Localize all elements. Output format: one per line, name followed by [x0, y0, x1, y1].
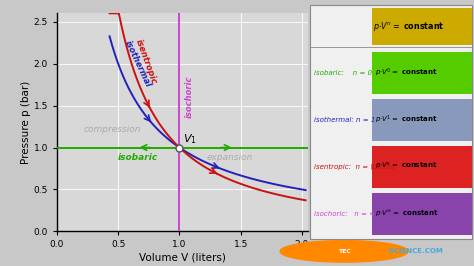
Circle shape [280, 240, 408, 262]
Text: $p{\cdot}V^\kappa{=}$ constant: $p{\cdot}V^\kappa{=}$ constant [375, 161, 438, 172]
Text: compression: compression [84, 126, 141, 134]
Text: isentropic: isentropic [134, 38, 159, 85]
X-axis label: Volume V (liters): Volume V (liters) [139, 252, 226, 262]
Text: $V_1$: $V_1$ [183, 132, 197, 146]
Text: isobaric:    n = 0: isobaric: n = 0 [314, 70, 372, 76]
Text: $p{\cdot}V^\infty{=}$ constant: $p{\cdot}V^\infty{=}$ constant [375, 208, 438, 219]
Text: $p{\cdot}V^0{=}$ constant: $p{\cdot}V^0{=}$ constant [375, 67, 438, 79]
Text: isothermal: n = 1: isothermal: n = 1 [314, 117, 375, 123]
Text: isobaric: isobaric [118, 153, 158, 162]
FancyBboxPatch shape [372, 146, 472, 188]
Text: $p{\cdot}V^1{=}$ constant: $p{\cdot}V^1{=}$ constant [375, 114, 438, 126]
Text: isothermal: isothermal [122, 39, 152, 89]
Text: TEC: TEC [337, 249, 351, 254]
FancyBboxPatch shape [310, 5, 472, 239]
Text: isochoric: isochoric [184, 76, 193, 118]
Y-axis label: Pressure p (bar): Pressure p (bar) [21, 81, 31, 164]
FancyBboxPatch shape [372, 8, 472, 45]
Text: isochoric:   n = ∞: isochoric: n = ∞ [314, 211, 375, 217]
Text: isentropic:  n = \u03ba: isentropic: n = \u03ba [314, 164, 395, 170]
Text: -SCIENCE.COM: -SCIENCE.COM [387, 248, 444, 254]
FancyBboxPatch shape [372, 99, 472, 141]
FancyBboxPatch shape [372, 52, 472, 94]
Text: $p{\cdot}V^n{=}$ constant: $p{\cdot}V^n{=}$ constant [374, 20, 445, 33]
FancyBboxPatch shape [372, 193, 472, 235]
Text: expansion: expansion [206, 153, 253, 162]
